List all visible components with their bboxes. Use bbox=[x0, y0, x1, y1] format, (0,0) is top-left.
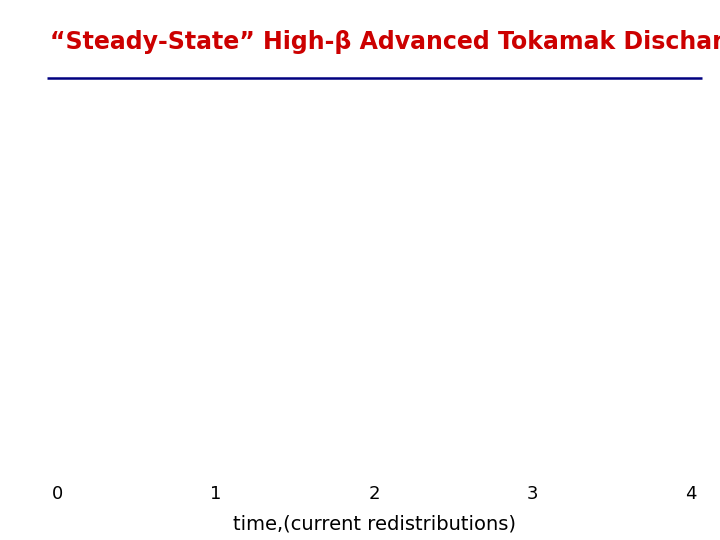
X-axis label: time,(current redistributions): time,(current redistributions) bbox=[233, 514, 516, 533]
Text: “Steady-State” High-β Advanced Tokamak Discharge on FIRE: “Steady-State” High-β Advanced Tokamak D… bbox=[50, 30, 720, 54]
